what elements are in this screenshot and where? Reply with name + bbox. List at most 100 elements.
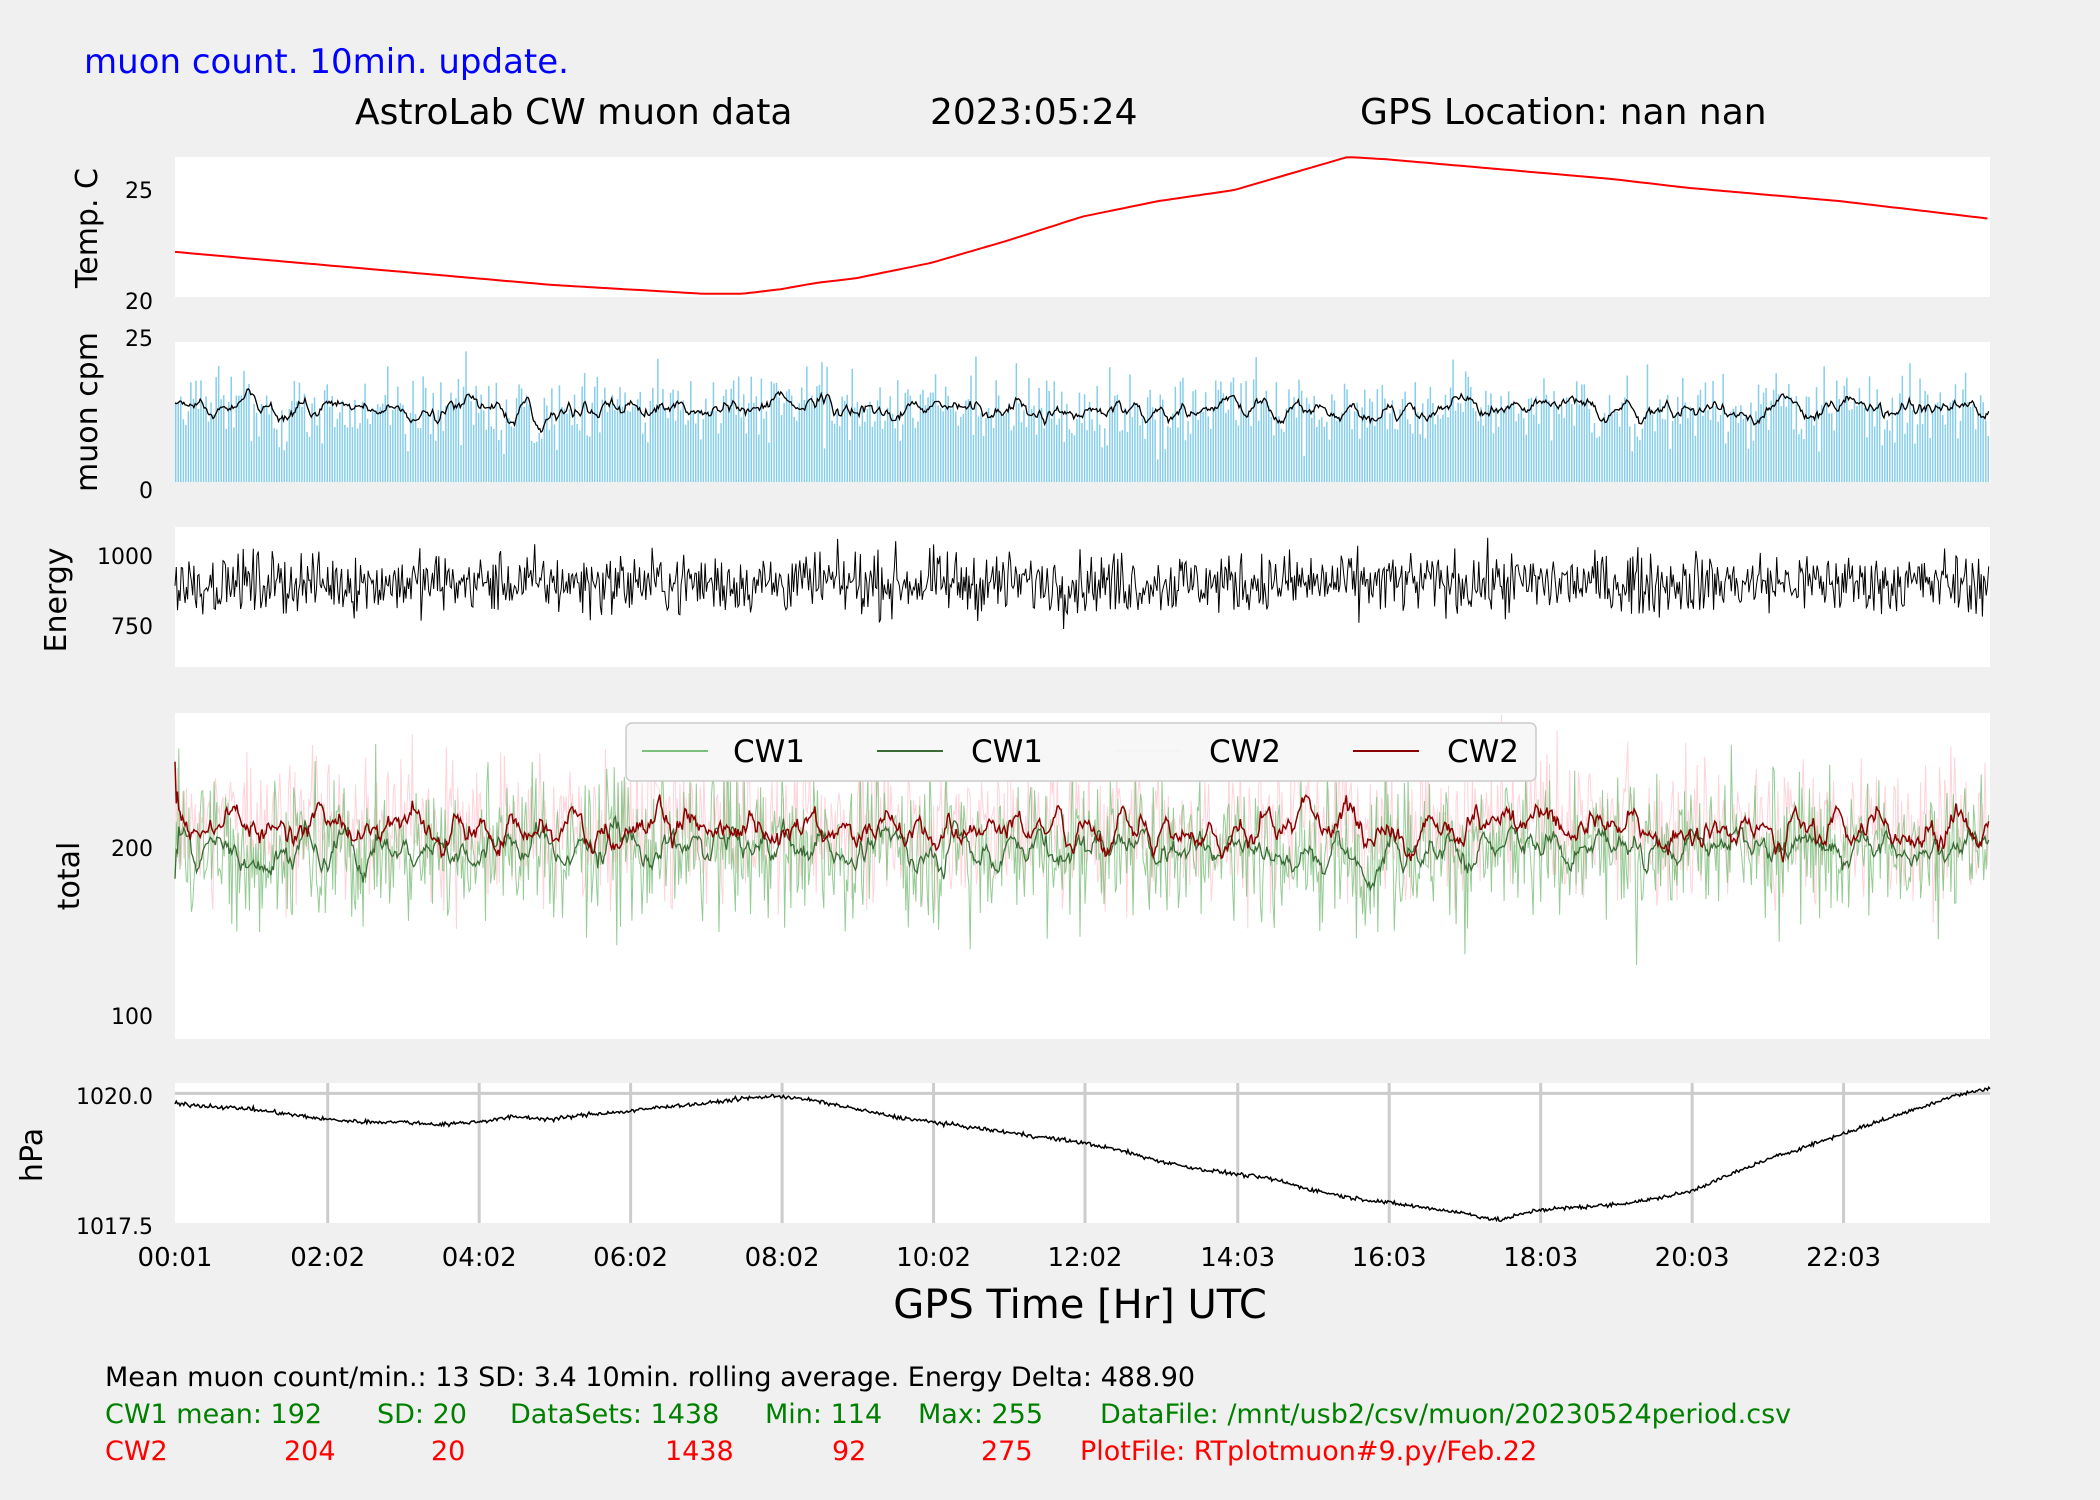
cpm-bar	[455, 398, 457, 482]
cpm-bar	[927, 397, 929, 482]
cpm-bar	[614, 410, 616, 482]
cpm-bar	[1257, 420, 1260, 482]
cpm-bar	[1353, 411, 1356, 482]
cpm-bar	[483, 410, 485, 482]
cpm-bar	[520, 388, 523, 482]
cpm-bar	[833, 423, 836, 482]
cpm-bar	[1235, 420, 1237, 482]
cpm-bar	[1174, 386, 1177, 482]
cpm-bar	[265, 395, 268, 482]
cpm-bar	[1058, 418, 1061, 482]
cpm-bar	[1182, 377, 1184, 482]
cpm-bar	[409, 412, 412, 482]
cpm-bar	[960, 416, 962, 482]
cpm-bar	[1500, 395, 1502, 482]
cpm-bar	[1540, 402, 1543, 482]
cpm-bar	[1828, 413, 1830, 482]
x-axis-label: GPS Time [Hr] UTC	[893, 1282, 1267, 1328]
chart-date: 2023:05:24	[930, 92, 1138, 133]
cpm-bar	[394, 406, 397, 482]
cpm-bar	[293, 380, 296, 482]
cpm-bar	[591, 402, 594, 482]
cpm-bar	[1543, 378, 1545, 482]
cpm-bar	[1459, 403, 1462, 482]
cpm-bar	[997, 395, 1000, 482]
cpm-bar	[538, 433, 541, 482]
cpm-bar	[1222, 393, 1225, 482]
cpm-bar	[248, 383, 250, 482]
cpm-bar	[1406, 419, 1409, 482]
cpm-bar	[1510, 404, 1512, 482]
cpm-bar	[556, 450, 558, 482]
cpm-bar	[298, 382, 301, 482]
cpm-bar	[1467, 376, 1470, 482]
cpm-bar	[185, 424, 187, 482]
cpm-bar	[238, 395, 240, 482]
cpm-bar	[321, 443, 323, 482]
cpm-bar	[1303, 455, 1305, 482]
cpm-bar	[548, 429, 551, 482]
cpm-bar	[341, 400, 344, 482]
cpm-bar	[594, 386, 596, 482]
cpm-bar	[450, 392, 452, 482]
cpm-bar	[1884, 429, 1886, 482]
total-ylabel: total	[52, 842, 87, 911]
cpm-bar	[1533, 414, 1535, 482]
cpm-bar	[1358, 438, 1361, 482]
cpm-bar	[1116, 394, 1119, 482]
cpm-bar	[1487, 404, 1490, 482]
cpm-ylabel: muon cpm	[70, 332, 105, 492]
cpm-bar	[770, 381, 773, 482]
cpm-bar	[417, 428, 419, 482]
cpm-bar	[1270, 416, 1273, 482]
cpm-bar	[1371, 401, 1374, 482]
cpm-bar	[180, 396, 182, 482]
cpm-bar	[972, 434, 975, 482]
cpm-bar	[1901, 375, 1904, 482]
cpm-rolling-average-line	[174, 388, 1990, 434]
cpm-bar	[1709, 419, 1712, 482]
temp-ytick-25: 25	[125, 179, 153, 204]
cpm-bar	[1427, 398, 1429, 482]
cpm-bar	[1444, 394, 1447, 482]
cpm-bar	[793, 416, 796, 482]
cpm-bar	[899, 440, 902, 482]
cpm-bar	[962, 413, 965, 482]
cpm-bar	[664, 410, 667, 482]
cpm-bar	[1646, 364, 1649, 482]
cpm-bar	[1025, 427, 1028, 482]
cpm-bar	[806, 366, 808, 482]
cpm-bar	[987, 407, 990, 482]
cpm-bar	[1689, 407, 1692, 482]
cpm-bar	[1210, 428, 1212, 482]
cpm-bar	[281, 410, 283, 482]
cpm-bar	[1858, 388, 1861, 482]
cpm-bar	[980, 413, 982, 482]
cpm-bar	[440, 382, 442, 482]
cpm-bar	[392, 410, 394, 482]
cpm-bar	[763, 418, 765, 482]
cpm-bar	[1260, 402, 1263, 482]
cpm-bar	[1240, 383, 1242, 482]
cpm-bar	[934, 374, 937, 482]
cpm-bar	[1144, 438, 1146, 482]
cpm-bar	[276, 429, 278, 482]
cpm-bar	[682, 400, 684, 482]
cpm-bar	[944, 386, 947, 482]
cpm-bar	[210, 402, 212, 482]
cpm-bar	[243, 371, 245, 482]
cpm-bar	[1109, 367, 1111, 482]
cpm-bar	[1389, 413, 1391, 482]
cpm-bar	[553, 424, 556, 482]
cpm-bar	[1803, 439, 1805, 482]
cpm-bar	[732, 380, 735, 482]
x-tick-label: 04:02	[442, 1243, 517, 1273]
cpm-bar	[642, 433, 644, 482]
cpm-bar	[1979, 395, 1982, 482]
cpm-bar	[1770, 400, 1772, 482]
cpm-bar	[1376, 389, 1379, 482]
cpm-bar	[881, 429, 884, 482]
cpm-bar	[177, 402, 180, 482]
cpm-bar	[1674, 415, 1677, 482]
cpm-bar	[1316, 426, 1318, 482]
